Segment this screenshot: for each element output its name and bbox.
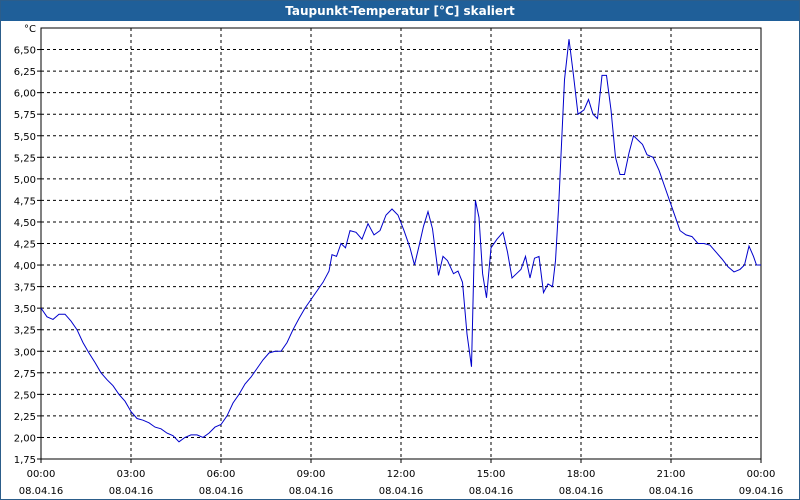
x-tick-date: 09.04.16 (739, 486, 784, 497)
x-tick-date: 08.04.16 (469, 486, 514, 497)
x-tick-date: 08.04.16 (289, 486, 334, 497)
x-tick-date: 08.04.16 (379, 486, 424, 497)
y-tick-label: 6,25 (14, 67, 36, 78)
x-tick-date: 08.04.16 (649, 486, 694, 497)
y-tick-label: 3,00 (14, 347, 36, 358)
x-tick-time: 06:00 (207, 469, 236, 480)
x-tick-date: 08.04.16 (19, 486, 64, 497)
x-tick-time: 21:00 (657, 469, 686, 480)
plot-frame (40, 27, 762, 460)
x-tick-time: 12:00 (387, 469, 416, 480)
y-tick-label: 1,75 (14, 455, 36, 466)
y-tick-label: 4,25 (14, 240, 36, 251)
y-tick-label: 4,75 (14, 196, 36, 207)
y-tick-label: 6,00 (14, 89, 36, 100)
y-tick-label: 5,75 (14, 110, 36, 121)
y-tick-label: 4,00 (14, 261, 36, 272)
y-tick-label: 2,25 (14, 412, 36, 423)
y-tick-label: 5,00 (14, 175, 36, 186)
y-axis-unit: °C (24, 24, 36, 35)
y-tick-label: 5,25 (14, 153, 36, 164)
x-tick-time: 00:00 (747, 469, 776, 480)
y-tick-label: 2,00 (14, 433, 36, 444)
y-axis-ticks: 6,50 6,25 6,00 5,75 5,50 5,25 5,00 4,75 4,50 4,25… (14, 46, 36, 466)
series-line-dewpoint (40, 39, 761, 443)
chart-grid (37, 28, 762, 463)
y-tick-label: 6,50 (14, 46, 36, 57)
y-tick-label: 4,50 (14, 218, 36, 229)
x-tick-time: 09:00 (297, 469, 326, 480)
x-tick-time: 18:00 (567, 469, 596, 480)
series-group (40, 39, 761, 443)
plot-border (40, 27, 762, 460)
x-tick-date: 08.04.16 (559, 486, 604, 497)
x-tick-time: 15:00 (477, 469, 506, 480)
x-tick-date: 08.04.16 (109, 486, 154, 497)
window-title: Taupunkt-Temperatur [°C] skaliert (1, 1, 799, 21)
y-tick-label: 3,25 (14, 326, 36, 337)
y-tick-label: 3,50 (14, 304, 36, 315)
y-tick-label: 2,50 (14, 390, 36, 401)
x-axis-ticks: 00:00 08.04.16 03:00 08.04.16 06:00 08.04.16 0… (19, 469, 784, 497)
y-tick-label: 5,50 (14, 132, 36, 143)
x-tick-time: 03:00 (117, 469, 146, 480)
y-tick-label: 2,75 (14, 369, 36, 380)
y-tick-label: 3,75 (14, 283, 36, 294)
x-tick-time: 00:00 (27, 469, 56, 480)
x-tick-date: 08.04.16 (199, 486, 244, 497)
